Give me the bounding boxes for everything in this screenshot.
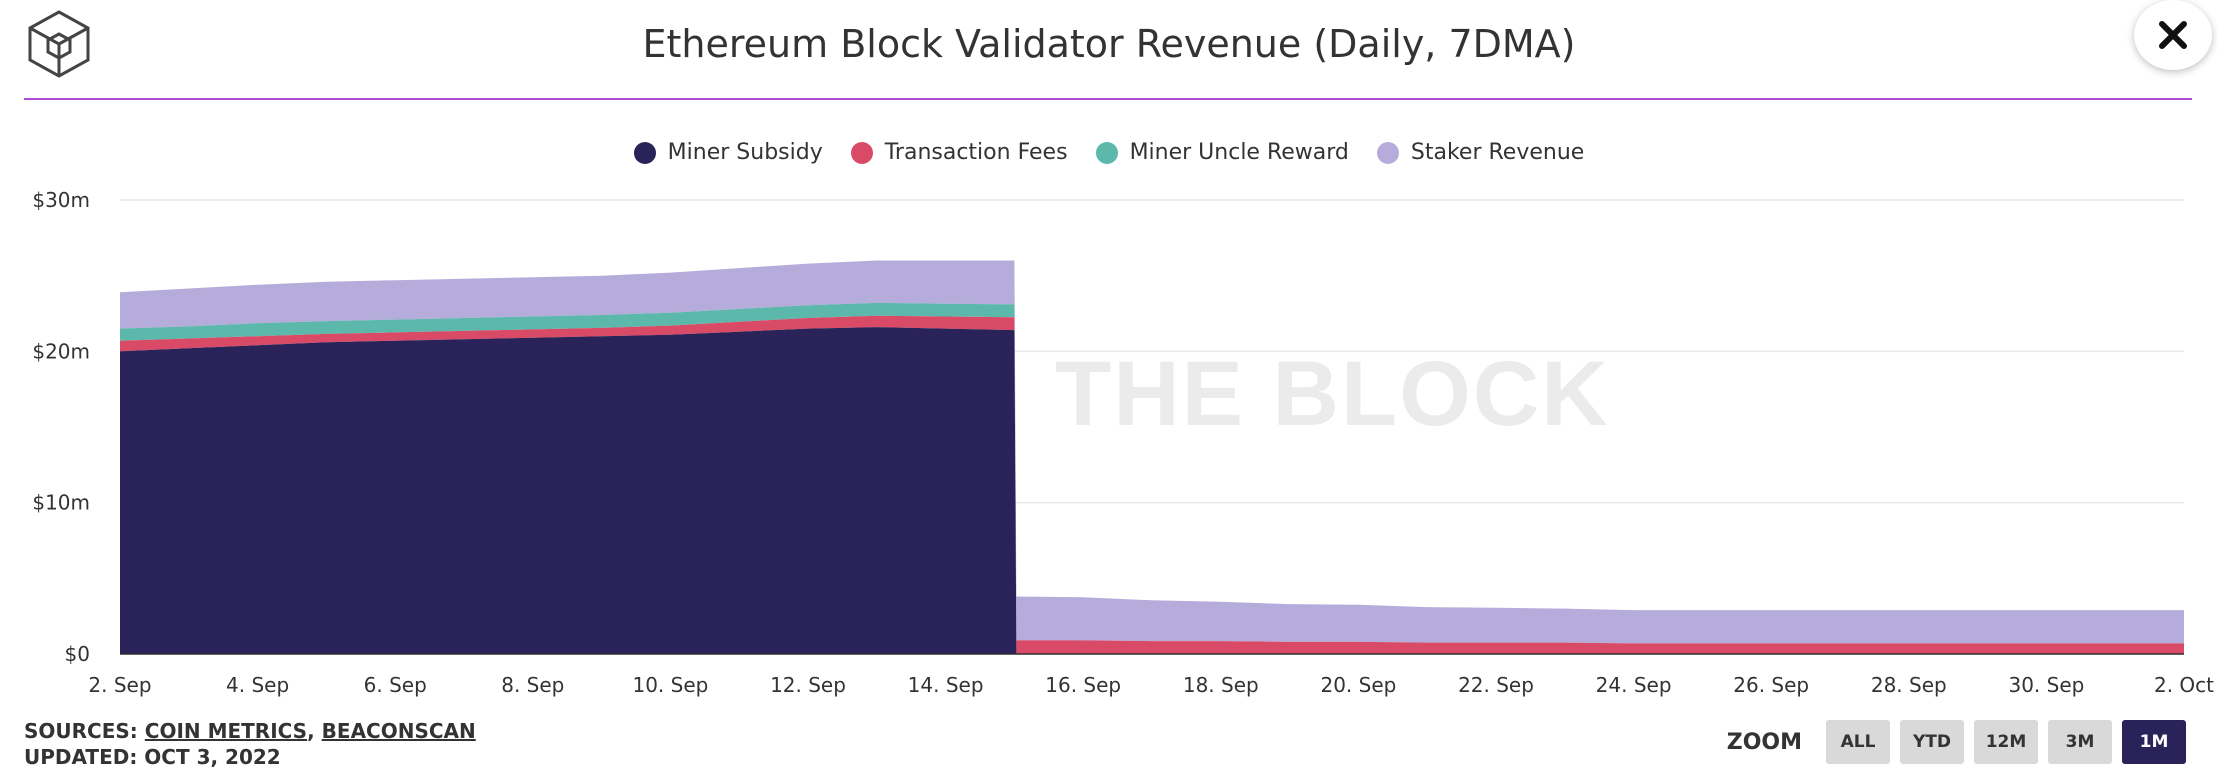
x-tick-label: 22. Sep <box>1458 673 1534 697</box>
x-tick-label: 10. Sep <box>632 673 708 697</box>
area-staker-revenue <box>120 260 2184 644</box>
zoom-label: ZOOM <box>1726 729 1802 755</box>
x-tick-label: 12. Sep <box>770 673 846 697</box>
close-button[interactable] <box>2134 0 2212 70</box>
x-tick-label: 2. Sep <box>88 673 151 697</box>
chart-legend: Miner Subsidy Transaction Fees Miner Unc… <box>0 140 2218 165</box>
zoom-3m-button[interactable]: 3M <box>2048 720 2112 764</box>
x-tick-label: 18. Sep <box>1183 673 1259 697</box>
watermark: THE BLOCK <box>1055 343 1610 445</box>
x-tick-label: 20. Sep <box>1320 673 1396 697</box>
legend-marker <box>633 141 656 164</box>
sources-line: SOURCES: COIN METRICS, BEACONSCAN <box>24 718 476 744</box>
x-tick-label: 4. Sep <box>226 673 289 697</box>
zoom-12m-button[interactable]: 12M <box>1974 720 2038 764</box>
close-icon <box>2159 21 2187 49</box>
legend-label: Transaction Fees <box>884 140 1068 165</box>
x-tick-label: 28. Sep <box>1871 673 1947 697</box>
zoom-all-button[interactable]: ALL <box>1826 720 1890 764</box>
legend-item-staker-revenue[interactable]: Staker Revenue <box>1376 140 1585 165</box>
y-tick-label: $20m <box>32 339 90 363</box>
x-tick-label: 30. Sep <box>2008 673 2084 697</box>
the-block-logo-icon[interactable] <box>24 8 94 78</box>
legend-item-miner-uncle-reward[interactable]: Miner Uncle Reward <box>1095 140 1349 165</box>
x-tick-label: 16. Sep <box>1045 673 1121 697</box>
legend-marker <box>1095 141 1118 164</box>
x-tick-label: 2. Oct <box>2154 673 2214 697</box>
zoom-1m-button[interactable]: 1M <box>2122 720 2186 764</box>
chart-footer: SOURCES: COIN METRICS, BEACONSCAN UPDATE… <box>24 718 476 770</box>
legend-item-transaction-fees[interactable]: Transaction Fees <box>850 140 1068 165</box>
legend-label: Staker Revenue <box>1410 140 1585 165</box>
page-title: Ethereum Block Validator Revenue (Daily,… <box>642 22 1576 66</box>
area-miner-subsidy <box>120 327 2184 654</box>
header-divider <box>24 98 2192 100</box>
legend-label: Miner Uncle Reward <box>1129 140 1349 165</box>
x-tick-label: 14. Sep <box>908 673 984 697</box>
legend-label: Miner Subsidy <box>667 140 823 165</box>
zoom-ytd-button[interactable]: YTD <box>1900 720 1964 764</box>
y-tick-label: $30m <box>32 188 90 212</box>
zoom-controls: ZOOM ALL YTD 12M 3M 1M <box>1727 720 2186 764</box>
sources-prefix: SOURCES: <box>24 719 145 743</box>
source-link-beaconscan[interactable]: BEACONSCAN <box>321 719 476 743</box>
legend-marker <box>1376 141 1399 164</box>
legend-item-miner-subsidy[interactable]: Miner Subsidy <box>633 140 823 165</box>
source-separator: , <box>307 719 322 743</box>
source-link-coin-metrics[interactable]: COIN METRICS <box>144 719 308 743</box>
legend-marker <box>850 141 873 164</box>
updated-date: UPDATED: OCT 3, 2022 <box>24 745 281 769</box>
x-tick-label: 8. Sep <box>501 673 564 697</box>
x-tick-label: 24. Sep <box>1596 673 1672 697</box>
x-tick-label: 26. Sep <box>1733 673 1809 697</box>
y-tick-label: $0 <box>65 642 90 666</box>
y-tick-label: $10m <box>32 491 90 515</box>
x-tick-label: 6. Sep <box>364 673 427 697</box>
